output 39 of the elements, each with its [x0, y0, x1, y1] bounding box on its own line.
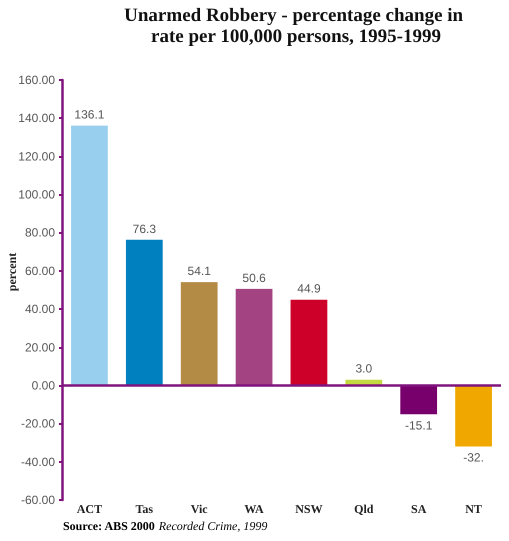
y-tick-label: -20.00: [20, 416, 56, 431]
x-tick-label: NSW: [295, 502, 323, 516]
y-tick-label: 140.00: [18, 111, 56, 126]
y-tick-label: -40.00: [20, 454, 56, 469]
x-tick-label: WA: [244, 502, 264, 516]
y-tick-label: 80.00: [24, 226, 56, 240]
y-tick-label: 20.00: [24, 340, 56, 354]
bar: [180, 282, 218, 386]
x-tick-label: SA: [411, 502, 427, 516]
y-tick-label: 60.00: [24, 264, 56, 278]
x-tick-label: ACT: [76, 502, 102, 516]
bar: [236, 288, 272, 386]
bar: [455, 385, 492, 447]
data-label: 136.1: [74, 108, 105, 122]
bar: [71, 126, 108, 386]
data-label: -15.1: [405, 418, 433, 432]
data-label: -32.: [463, 450, 484, 465]
y-tick-label: 40.00: [24, 302, 56, 316]
x-tick-label: NT: [465, 502, 482, 516]
y-tick-label: 0.00: [32, 378, 56, 392]
bar: [290, 300, 328, 386]
bar: [126, 240, 163, 386]
data-label: 3.0: [355, 362, 372, 376]
x-tick-label: Vic: [190, 502, 208, 516]
y-tick-label: 120.00: [18, 149, 56, 164]
data-label: 44.9: [297, 282, 321, 296]
x-tick-label: Tas: [136, 502, 154, 516]
chart-title: Unarmed Robbery - percentage change in rate per 100,000 persons, 1995-1999: [124, 5, 468, 47]
y-tick-label: 100.00: [18, 188, 56, 202]
y-axis-title: percent: [5, 252, 19, 292]
x-tick-label: Qld: [354, 502, 374, 516]
bar: [400, 385, 438, 414]
source-note: Source: ABS 2000: [63, 519, 155, 533]
text: Recorded Crime, 1999: [158, 519, 268, 533]
data-label: 76.3: [132, 222, 156, 236]
y-tick-label: -60.00: [20, 493, 56, 507]
data-label: 54.1: [188, 264, 212, 278]
data-label: 50.6: [242, 270, 266, 285]
y-tick-label: 160.00: [18, 73, 56, 87]
